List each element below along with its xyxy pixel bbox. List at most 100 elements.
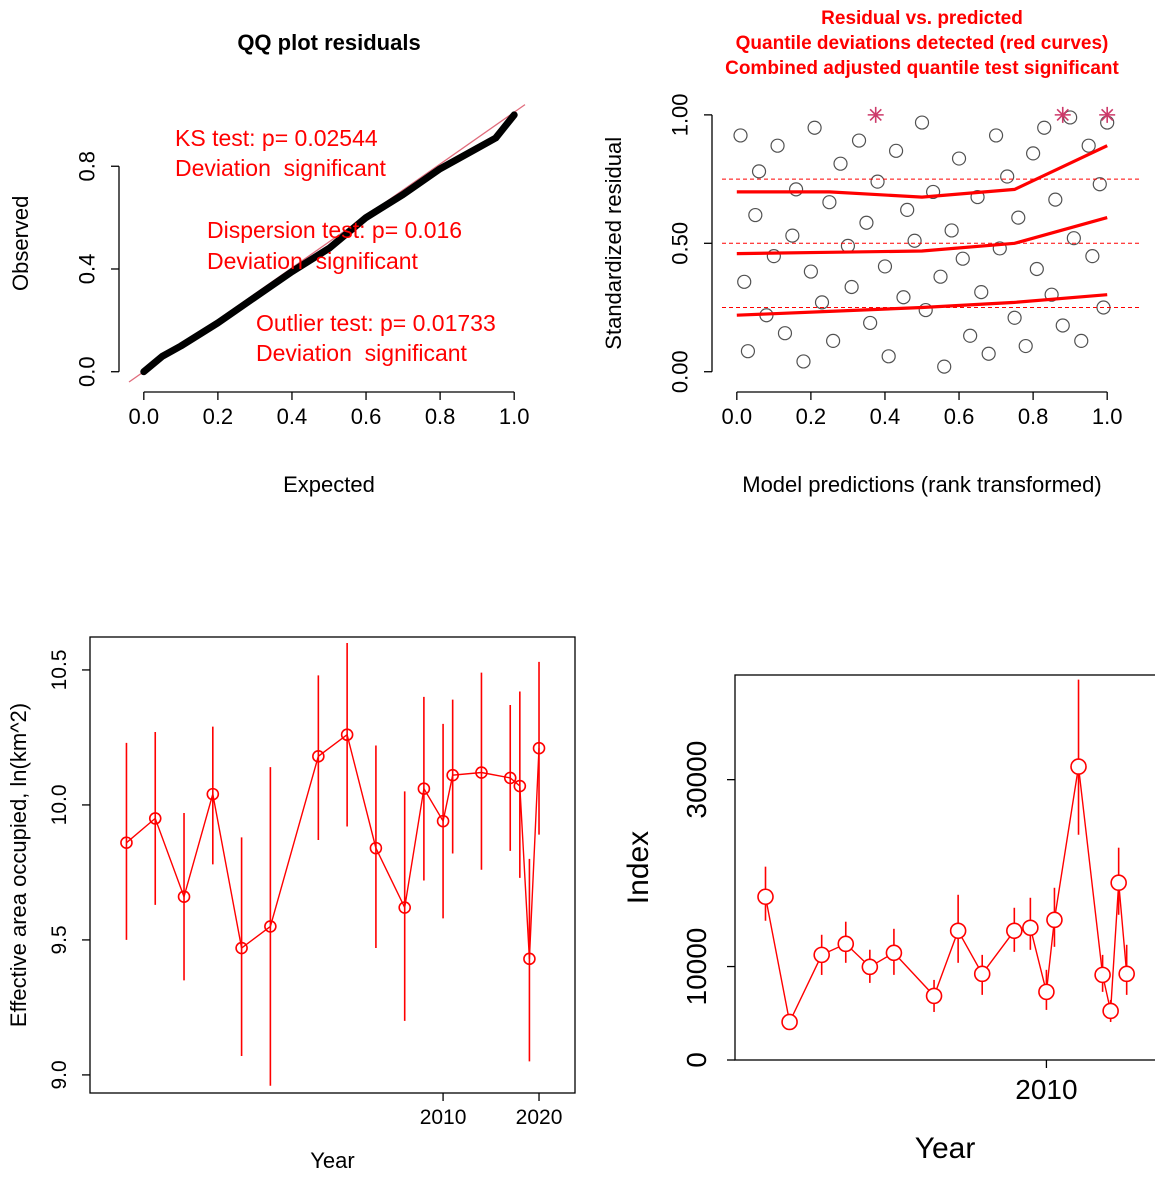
- residual-point: [851, 133, 867, 148]
- x-tick-label: 0.0: [129, 404, 160, 429]
- residual-point: [981, 346, 996, 361]
- estimate-point: [1046, 911, 1063, 929]
- residual-point: [733, 128, 748, 143]
- y-tick-label: 0.8: [75, 151, 100, 182]
- y-tick-label: 9.5: [48, 925, 71, 954]
- y-axis-label: Standardized residual: [601, 137, 626, 350]
- residual-point: [863, 315, 878, 331]
- residual-point: [914, 115, 930, 130]
- residual-point: [1011, 210, 1026, 225]
- chart-title: QQ plot residuals: [237, 30, 420, 55]
- panel: 2010 2020 9.0 9.5 10.0 10.5 Year Effective area…: [6, 636, 576, 1173]
- estimate-point: [781, 1013, 798, 1031]
- y-tick-label: 0: [681, 1052, 712, 1068]
- estimate-point: [417, 782, 431, 796]
- x-tick-label: 2020: [516, 1106, 563, 1129]
- residual-point: [1085, 249, 1100, 264]
- residual-point: [1063, 110, 1078, 125]
- estimate-point: [398, 901, 411, 914]
- estimate-point: [1094, 966, 1111, 984]
- estimate-point: [973, 965, 991, 983]
- residual-point: [896, 290, 911, 305]
- estimate-point: [1070, 758, 1087, 775]
- estimate-point: [312, 750, 325, 763]
- x-tick-label: 0.4: [870, 404, 901, 429]
- residual-point: [1074, 333, 1089, 349]
- residual-point: [970, 189, 985, 205]
- residual-point: [1048, 192, 1063, 207]
- residual-point: [1029, 261, 1044, 277]
- y-tick-label: 1.00: [668, 93, 693, 136]
- residual-point: [766, 249, 781, 264]
- test-annotation: Deviation significant: [256, 340, 468, 366]
- x-tick-label: 2010: [420, 1106, 467, 1129]
- residual-point: [937, 359, 952, 374]
- chart-title: Quantile deviations detected (red curves…: [736, 33, 1109, 54]
- y-tick-label: 0.4: [75, 254, 100, 285]
- residual-point: [737, 274, 752, 289]
- estimate-point: [503, 771, 517, 785]
- residual-point: [844, 279, 859, 295]
- x-tick-label: 1.0: [1092, 404, 1123, 429]
- residual-point: [859, 215, 874, 230]
- panel: 0.0 0.2 0.4 0.6 0.8 1.0 0.00 0.50 1.00 Model pred…: [601, 8, 1140, 497]
- estimate-point: [1038, 983, 1055, 1001]
- x-tick-label: 0.4: [277, 404, 308, 429]
- outlier-marker: [867, 106, 884, 123]
- estimate-point: [436, 814, 450, 828]
- residual-point: [900, 202, 915, 218]
- residual-point: [933, 269, 948, 284]
- x-tick-label: 1.0: [499, 404, 530, 429]
- estimate-point: [861, 958, 879, 976]
- residual-point: [1092, 177, 1107, 192]
- estimate-point: [264, 920, 277, 933]
- x-axis-label: Model predictions (rank transformed): [742, 472, 1101, 497]
- x-axis-label: Year: [310, 1148, 354, 1173]
- y-tick-label: 30000: [681, 741, 712, 819]
- estimate-point: [1022, 919, 1039, 937]
- residual-point: [1081, 138, 1096, 153]
- plot-frame: [734, 674, 1155, 1061]
- estimate-point: [206, 787, 220, 801]
- trend-line: [126, 733, 540, 959]
- x-tick-label: 2010: [1015, 1074, 1077, 1105]
- estimate-point: [446, 768, 459, 782]
- x-axis-label: Expected: [283, 472, 375, 497]
- residual-point: [918, 302, 933, 318]
- test-annotation: Dispersion test: p= 0.016: [207, 217, 462, 243]
- y-tick-label: 10000: [681, 928, 712, 1006]
- y-tick-label: 0.0: [75, 356, 100, 387]
- test-annotation: Deviation significant: [207, 248, 419, 274]
- residual-point: [870, 174, 885, 189]
- estimate-point: [523, 952, 536, 966]
- residual-point: [1026, 146, 1041, 161]
- estimate-point: [1110, 874, 1127, 892]
- residual-point: [751, 164, 767, 179]
- residual-point: [803, 264, 818, 279]
- outlier-marker: [1099, 106, 1116, 123]
- y-axis-label: Observed: [8, 196, 33, 291]
- residual-point: [951, 151, 967, 166]
- y-tick-label: 0.00: [668, 350, 693, 393]
- residual-point: [1066, 231, 1081, 246]
- x-tick-label: 0.2: [203, 404, 234, 429]
- estimate-point: [1006, 922, 1023, 940]
- y-tick-label: 10.0: [48, 784, 71, 825]
- estimate-point: [885, 944, 903, 962]
- trend-line: [764, 766, 1128, 1025]
- residual-point: [988, 128, 1004, 143]
- residual-point: [748, 207, 763, 223]
- y-axis-label: Index: [622, 831, 655, 904]
- estimate-point: [532, 741, 546, 755]
- residual-point: [807, 120, 822, 135]
- residual-point: [826, 333, 841, 349]
- estimate-point: [475, 766, 488, 779]
- quantile-curve: [736, 144, 1108, 199]
- residual-point: [881, 349, 896, 364]
- residual-point: [888, 143, 904, 158]
- estimate-point: [925, 987, 943, 1005]
- residual-point: [877, 259, 893, 274]
- estimate-point: [513, 779, 527, 793]
- residual-point: [1000, 169, 1015, 184]
- residual-point: [992, 241, 1007, 256]
